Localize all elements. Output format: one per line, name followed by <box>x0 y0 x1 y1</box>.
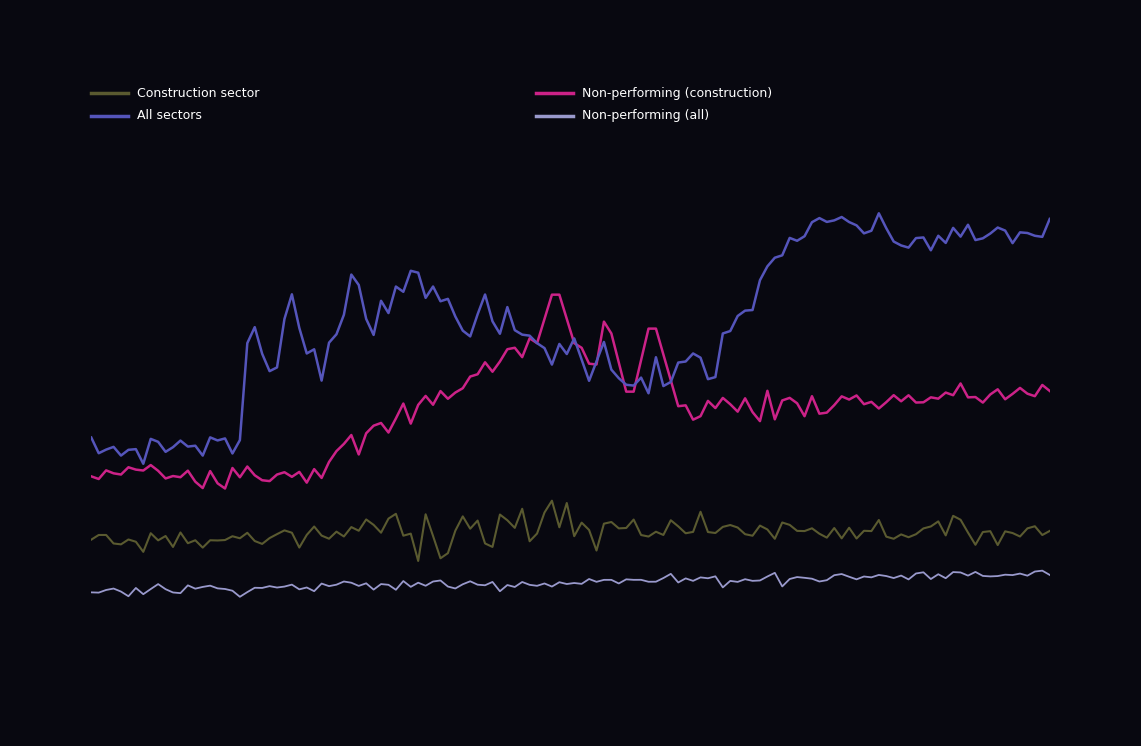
Text: Non-performing (construction): Non-performing (construction) <box>582 87 772 100</box>
Text: Construction sector: Construction sector <box>137 87 259 100</box>
Text: All sectors: All sectors <box>137 109 202 122</box>
Text: Non-performing (all): Non-performing (all) <box>582 109 709 122</box>
